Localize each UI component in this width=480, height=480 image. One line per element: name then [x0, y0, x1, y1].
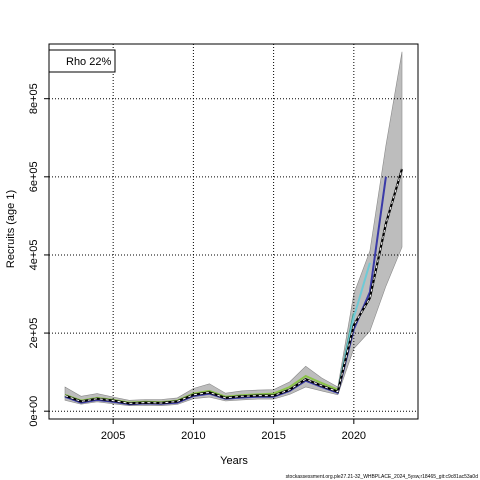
y-axis-title: Recruits (age 1) — [5, 190, 17, 268]
estimate-line — [64, 168, 404, 405]
confidence-band-layer — [64, 51, 403, 407]
y-tick-label: 6e+05 — [28, 161, 40, 192]
x-tick-label: 2005 — [101, 430, 125, 442]
legend-box — [48, 49, 116, 73]
y-tick-label: 8e+05 — [28, 83, 40, 114]
x-tick-label: 2015 — [261, 430, 285, 442]
estimate-line-dashes — [64, 168, 403, 404]
x-axis-title: Years — [220, 455, 248, 467]
y-tick-label: 0e+00 — [28, 396, 40, 427]
x-tick-label: 2020 — [342, 430, 366, 442]
footer-note: stockassessment.org.ple27.21-32_WHBPLACE… — [286, 474, 479, 480]
grid-layer — [49, 44, 418, 419]
y-tick-label: 2e+05 — [28, 318, 40, 349]
confidence-band — [64, 51, 403, 407]
plot-frame — [48, 43, 419, 420]
series-layer — [64, 168, 404, 406]
legend-entry-label: Rho 22% — [66, 56, 111, 68]
legend: Rho 22% — [48, 49, 116, 73]
y-tick-label: 4e+05 — [28, 239, 40, 270]
x-tick-label: 2010 — [181, 430, 205, 442]
axes-layer: 2005 2010 2015 2020 0e+00 2e+05 4e+05 6e+05 8e+0… — [28, 83, 366, 442]
